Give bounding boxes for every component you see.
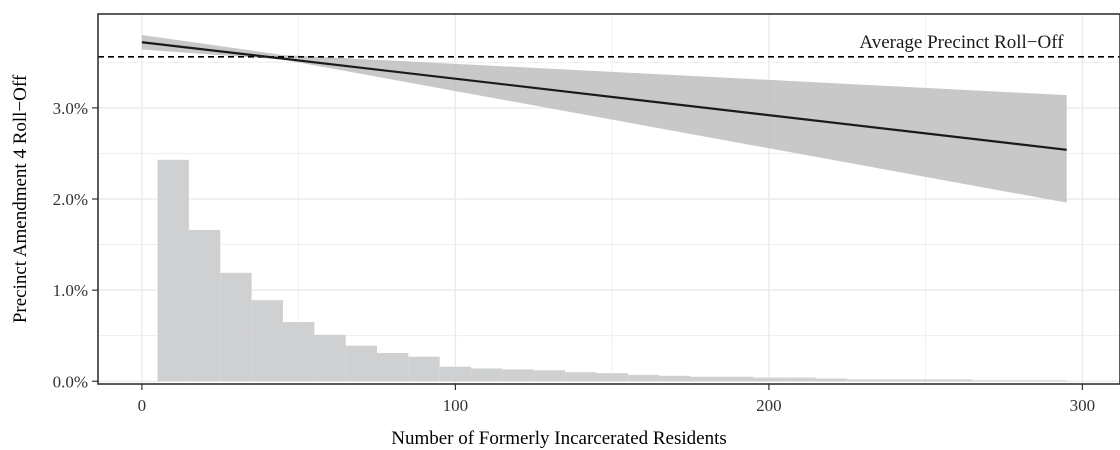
histogram-bar (659, 375, 691, 382)
x-tick-label: 0 (138, 396, 147, 415)
fit-line (141, 41, 1067, 151)
histogram-bar (1004, 380, 1036, 382)
histogram (157, 159, 1067, 382)
y-tick-label: 1.0% (53, 281, 88, 300)
histogram-bar (784, 377, 816, 382)
x-tick-label: 300 (1070, 396, 1096, 415)
histogram-bar (314, 334, 346, 382)
histogram-bar (439, 366, 472, 382)
histogram-bar (1035, 380, 1067, 382)
reference-line-label: Average Precinct Roll−Off (859, 32, 1064, 53)
histogram-bar (220, 272, 252, 382)
histogram-bar (565, 372, 597, 382)
histogram-bar (909, 379, 942, 382)
histogram-bar (596, 373, 628, 382)
histogram-bar (815, 378, 848, 382)
histogram-bar (408, 356, 440, 382)
histogram-bar (251, 300, 283, 382)
y-tick-label: 2.0% (53, 190, 88, 209)
histogram-bar (471, 368, 503, 382)
histogram-bar (627, 374, 660, 382)
histogram-bar (753, 377, 785, 382)
histogram-bar (721, 376, 754, 382)
grid-lines (98, 14, 1120, 384)
histogram-bar (502, 369, 534, 382)
y-axis-title: Precinct Amendment 4 Roll−Off (10, 74, 31, 323)
x-axis-title: Number of Formerly Incarcerated Resident… (391, 428, 727, 449)
y-tick-label: 3.0% (53, 99, 88, 118)
histogram-bar (533, 370, 566, 382)
histogram-bar (690, 376, 722, 382)
fit-line-path (141, 41, 1067, 151)
histogram-bar (878, 379, 910, 382)
histogram-bar (188, 229, 221, 382)
histogram-bar (941, 379, 973, 382)
histogram-bar (377, 353, 409, 382)
histogram-bar (157, 159, 189, 382)
x-tick-label: 200 (756, 396, 782, 415)
confidence-band (141, 34, 1067, 203)
x-tick-label: 100 (443, 396, 469, 415)
axis-ticks: 0 100 200 300 0.0% 1.0% 2.0% 3.0% (53, 99, 1096, 415)
histogram-bar (972, 380, 1005, 382)
histogram-bar (282, 322, 315, 382)
y-tick-label: 0.0% (53, 372, 88, 391)
histogram-bar (847, 379, 879, 382)
confidence-band-area (141, 34, 1067, 203)
histogram-bar (345, 345, 378, 382)
